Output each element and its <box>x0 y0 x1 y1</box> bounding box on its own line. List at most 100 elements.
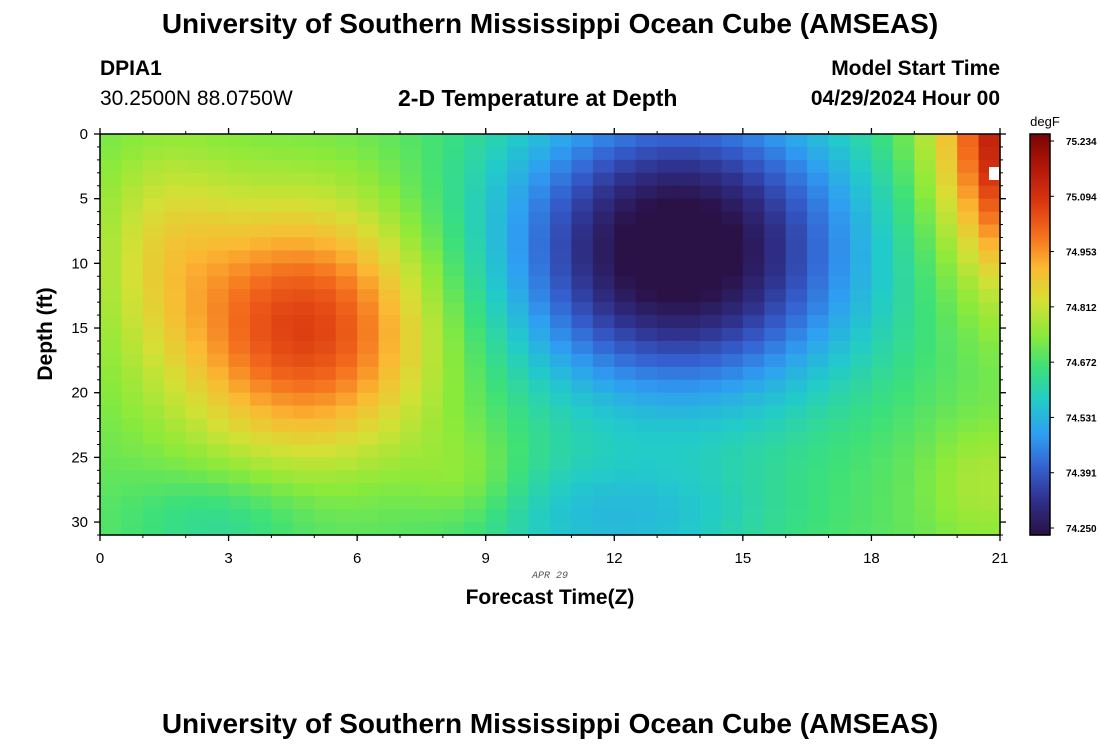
heatmap-cell <box>828 276 851 290</box>
heatmap-cell <box>657 509 680 523</box>
heatmap-cell <box>292 263 315 277</box>
colorbar-segment <box>1030 337 1050 341</box>
colorbar-segment <box>1030 369 1050 373</box>
heatmap-cell <box>228 315 251 329</box>
heatmap-cell <box>592 146 615 161</box>
heatmap-cell <box>228 134 251 148</box>
heatmap-cell <box>100 509 123 523</box>
heatmap-cell <box>550 366 573 381</box>
heatmap-cell <box>978 198 1001 213</box>
heatmap-cell <box>700 315 723 329</box>
heatmap-cell <box>400 185 423 200</box>
heatmap-cell <box>485 289 508 303</box>
colorbar-segment <box>1030 184 1050 188</box>
heatmap-cell <box>378 509 401 523</box>
heatmap-cell <box>785 405 808 420</box>
heatmap-cell <box>207 263 230 277</box>
heatmap-cell <box>850 328 873 342</box>
heatmap-cell <box>614 224 637 239</box>
heatmap-cell <box>442 328 465 342</box>
heatmap-cell <box>164 237 187 252</box>
heatmap-cell <box>592 250 615 264</box>
heatmap-cell <box>100 379 123 394</box>
heatmap-cell <box>678 146 701 161</box>
heatmap-cell <box>935 405 958 420</box>
heatmap-cell <box>100 250 123 264</box>
heatmap-cell <box>164 470 187 484</box>
heatmap-cell <box>207 315 230 329</box>
heatmap-cell <box>228 302 251 316</box>
colorbar-segment <box>1030 389 1050 393</box>
heatmap-cell <box>614 328 637 342</box>
heatmap-cell <box>871 198 894 213</box>
heatmap-cell <box>764 159 787 174</box>
heatmap-cell <box>892 340 915 355</box>
heatmap-cell <box>742 263 765 277</box>
heatmap-cell <box>700 134 723 148</box>
heatmap-cell <box>528 431 551 446</box>
heatmap-cell <box>164 418 187 433</box>
heatmap-cell <box>935 159 958 174</box>
heatmap-cell <box>314 431 337 446</box>
heatmap-cell <box>828 159 851 174</box>
heatmap-cell <box>121 172 144 187</box>
colorbar-segment <box>1030 452 1050 456</box>
heatmap-cell <box>464 522 487 536</box>
heatmap-cell <box>785 134 808 148</box>
heatmap-cell <box>807 211 830 226</box>
heatmap-cell <box>292 211 315 226</box>
heatmap-cell <box>464 289 487 303</box>
heatmap-cell <box>550 444 573 458</box>
heatmap-cell <box>292 302 315 316</box>
heatmap-cell <box>828 392 851 407</box>
colorbar-segment <box>1030 156 1050 160</box>
colorbar-segment <box>1030 316 1050 321</box>
heatmap-cell <box>678 198 701 213</box>
heatmap-cell <box>121 418 144 433</box>
heatmap-cell <box>657 302 680 316</box>
heatmap-cell <box>228 470 251 484</box>
heatmap-cell <box>764 379 787 394</box>
heatmap-cell <box>764 198 787 213</box>
heatmap-cell <box>571 405 594 420</box>
heatmap-cell <box>764 224 787 239</box>
heatmap-cell <box>807 289 830 303</box>
colorbar-segment <box>1030 374 1050 378</box>
colorbar-segment <box>1030 432 1050 436</box>
heatmap-cell <box>292 353 315 368</box>
heatmap-cell <box>442 496 465 510</box>
heatmap-cell <box>271 211 294 226</box>
heatmap-cell <box>271 146 294 161</box>
heatmap-cell <box>142 198 165 213</box>
heatmap-cell <box>507 211 530 226</box>
heatmap-cell <box>978 340 1001 355</box>
heatmap-cell <box>742 444 765 458</box>
y-tick-label: 25 <box>71 449 88 466</box>
page-title: University of Southern Mississippi Ocean… <box>161 8 939 39</box>
heatmap-cell <box>592 185 615 200</box>
heatmap-cell <box>464 496 487 510</box>
heatmap-cell <box>378 237 401 252</box>
heatmap-cell <box>635 159 658 174</box>
heatmap-cell <box>485 509 508 523</box>
heatmap-cell <box>185 379 208 394</box>
colorbar-tick-label: 74.250 <box>1066 524 1097 535</box>
heatmap-cell <box>335 457 358 471</box>
heatmap-cell <box>507 159 530 174</box>
heatmap-cell <box>335 328 358 342</box>
heatmap-cell <box>357 263 380 277</box>
heatmap-cell <box>314 250 337 264</box>
heatmap-cell <box>678 340 701 355</box>
heatmap-cell <box>657 185 680 200</box>
heatmap-cell <box>442 172 465 187</box>
heatmap-cell <box>764 134 787 148</box>
heatmap-cell <box>400 263 423 277</box>
heatmap-cell <box>764 340 787 355</box>
heatmap-cell <box>164 483 187 497</box>
heatmap-cell <box>764 483 787 497</box>
heatmap-cell <box>271 457 294 471</box>
colorbar-segment <box>1030 219 1050 223</box>
heatmap-cell <box>700 185 723 200</box>
colorbar-segment <box>1030 221 1050 225</box>
heatmap-cell <box>442 457 465 471</box>
